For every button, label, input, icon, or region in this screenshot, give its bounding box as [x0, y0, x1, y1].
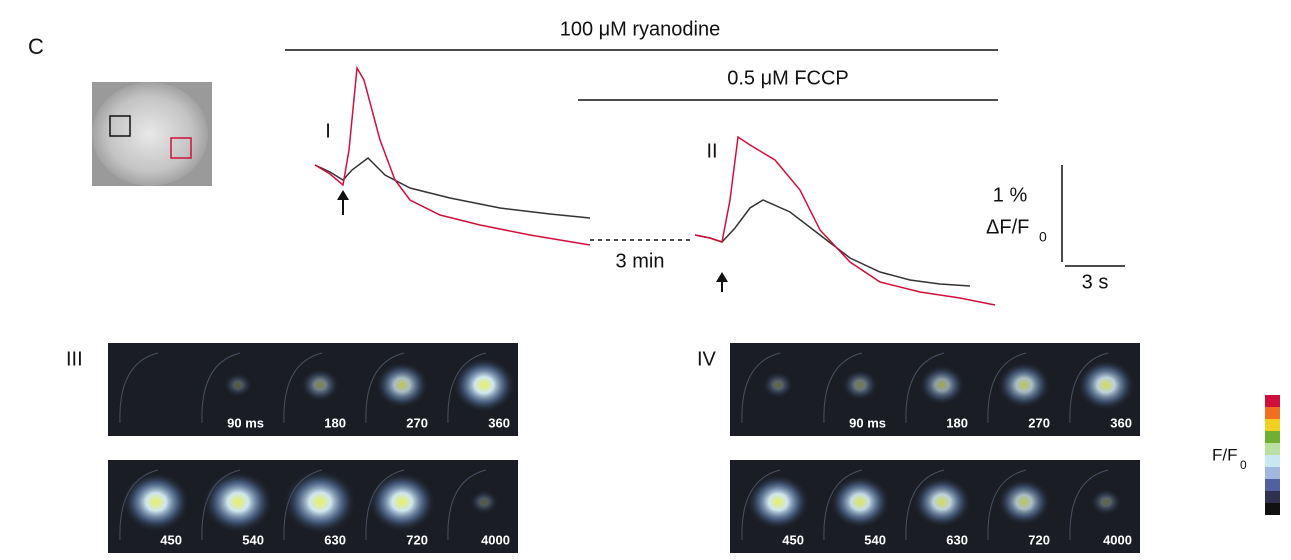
frame-label: 540 [242, 532, 264, 547]
trace-label: II [706, 140, 717, 162]
fluorescence [998, 479, 1051, 525]
frame-label: 360 [488, 415, 510, 430]
fluorescence [203, 471, 273, 533]
frame-label: 270 [1028, 415, 1050, 430]
frame-label: 450 [782, 532, 804, 547]
scale-y-value: 1 % [993, 184, 1028, 206]
scale-y-unit: ΔF/F [986, 216, 1029, 238]
frame-label: 630 [946, 532, 968, 547]
fluorescence [747, 474, 809, 529]
fluorescence [284, 470, 356, 534]
stimulus-arrow [716, 272, 728, 292]
frame-label: 630 [324, 532, 346, 547]
figure: C 100 μM ryanodine 0.5 μM FCCP I II 3 mi… [0, 0, 1291, 560]
colorbar [1265, 395, 1280, 515]
colorbar-subscript: 0 [1240, 458, 1247, 472]
frame-label: 270 [406, 415, 428, 430]
fluorescence [1090, 489, 1121, 516]
series-label: IV [697, 348, 717, 370]
fluorescence [830, 476, 890, 529]
frame-label: 180 [324, 415, 346, 430]
series-label: III [66, 348, 83, 370]
fluorescence [762, 372, 793, 399]
frame-label: 360 [1110, 415, 1132, 430]
trace-label: I [325, 120, 331, 142]
fluorescence [842, 370, 878, 401]
frame-label: 180 [946, 415, 968, 430]
frame-label: 4000 [1103, 532, 1132, 547]
fluorescence [122, 472, 189, 532]
panel-label: C [28, 34, 44, 59]
fluorescence [301, 368, 339, 401]
frame-label: 720 [406, 532, 428, 547]
treatment-label: 100 μM ryanodine [560, 18, 721, 40]
frame-label: 4000 [481, 532, 510, 547]
colorbar-label: F/F [1212, 445, 1238, 464]
fluorescence [1077, 360, 1135, 411]
fluorescence [470, 490, 499, 514]
fluorescence [453, 357, 515, 412]
frame-label: 720 [1028, 532, 1050, 547]
fluorescence [998, 362, 1051, 408]
fluorescence [376, 362, 429, 408]
gap-label: 3 min [616, 250, 665, 272]
frame-label: 540 [864, 532, 886, 547]
scale-y-subscript: 0 [1039, 229, 1047, 245]
trace-black [315, 158, 590, 218]
treatment-label: 0.5 μM FCCP [727, 67, 849, 89]
fluorescence [368, 472, 435, 532]
fluorescence [913, 477, 971, 528]
frame-label: 450 [160, 532, 182, 547]
frame-label: 90 ms [849, 415, 886, 430]
scale-x-value: 3 s [1082, 271, 1109, 293]
fluorescence [224, 373, 253, 397]
trace-red [315, 68, 590, 245]
fluorescence [919, 365, 965, 405]
frame-label: 90 ms [227, 415, 264, 430]
stimulus-arrow [337, 190, 349, 215]
